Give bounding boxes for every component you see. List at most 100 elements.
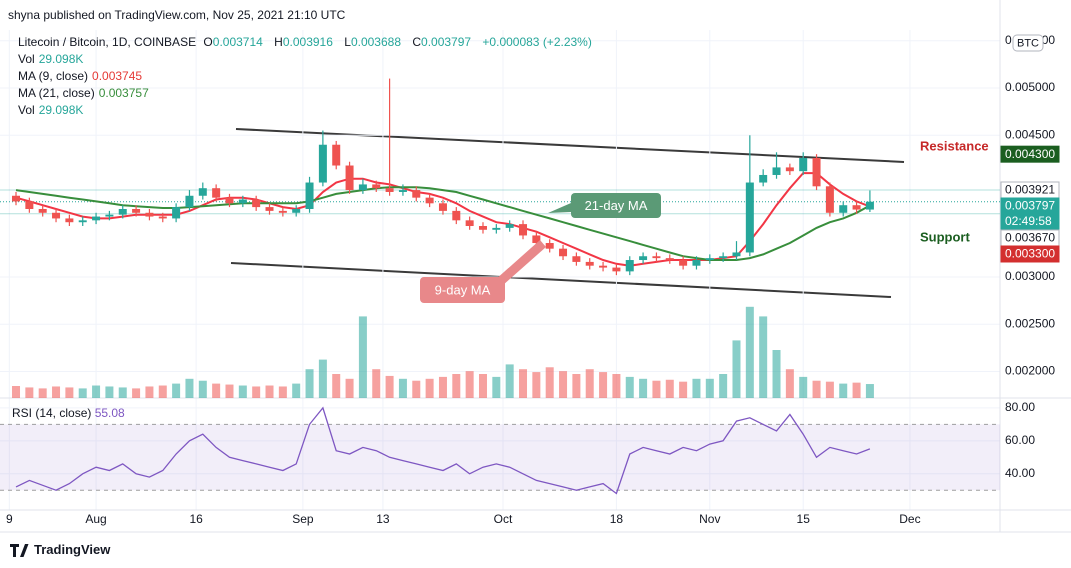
ma-value: 0.003745 xyxy=(92,69,143,83)
candle-body xyxy=(198,188,207,196)
candle-body xyxy=(185,195,194,208)
x-tick-label: 15 xyxy=(797,512,811,526)
change: +0.000083 (+2.23%) xyxy=(482,35,592,49)
lower-channel-line xyxy=(230,262,892,298)
volume-bar xyxy=(665,379,674,398)
volume-bar xyxy=(118,387,127,398)
ohlc-value: 0.003714 xyxy=(212,35,263,49)
volume-bar xyxy=(412,380,421,398)
volume-bar xyxy=(12,386,21,398)
volume-bar xyxy=(759,316,768,398)
legend-row: Vol 29.098K xyxy=(18,51,596,68)
volume-bar xyxy=(772,350,781,398)
candle-body xyxy=(438,203,447,211)
volume-bar xyxy=(852,382,861,398)
price-label: 0.004300 xyxy=(1005,147,1055,161)
candle-body xyxy=(172,207,181,219)
volume-bar xyxy=(425,378,434,398)
candle-body xyxy=(25,201,34,209)
candle-body xyxy=(278,210,287,213)
volume-bar xyxy=(585,369,594,398)
publisher-header: shyna published on TradingView.com, Nov … xyxy=(8,8,346,22)
candle-body xyxy=(65,218,74,223)
candle-body xyxy=(478,226,487,230)
volume-bar xyxy=(398,378,407,398)
volume-bar xyxy=(372,369,381,398)
candle-body xyxy=(825,186,834,213)
volume-bar xyxy=(612,374,621,398)
vol-value: 29.098K xyxy=(38,52,84,66)
candle-body xyxy=(799,157,808,172)
volume-bar xyxy=(519,369,528,398)
volume-bar xyxy=(705,378,714,398)
volume-bar xyxy=(238,385,247,398)
candle-body xyxy=(665,258,674,261)
legend-row: MA (21, close) 0.003757 xyxy=(18,85,596,102)
legend: Litecoin / Bitcoin, 1D, COINBASE O0.0037… xyxy=(18,34,596,119)
candle-body xyxy=(865,201,874,210)
volume-bar xyxy=(599,372,608,398)
candle-body xyxy=(52,212,61,219)
callout-pointer xyxy=(548,203,571,213)
ma-name: MA (9, close) xyxy=(18,69,89,83)
price-label: 0.003797 xyxy=(1005,199,1055,213)
price-label: 0.003670 xyxy=(1005,231,1055,245)
legend-row: MA (9, close) 0.003745 xyxy=(18,68,596,85)
volume-bar xyxy=(639,378,648,398)
price-label: 0.003300 xyxy=(1005,247,1055,261)
volume-bar xyxy=(492,376,501,398)
volume-bar xyxy=(78,388,87,398)
ohlc-value: 0.003688 xyxy=(350,35,401,49)
candle-body xyxy=(585,261,594,266)
candle-body xyxy=(385,188,394,192)
volume-bar xyxy=(572,374,581,398)
volume-bar xyxy=(92,385,101,398)
logo xyxy=(10,544,29,557)
candle-body xyxy=(852,205,861,210)
ohlc-key: C xyxy=(412,35,422,49)
rsi-band xyxy=(0,424,1000,491)
volume-bar xyxy=(198,380,207,398)
candle-body xyxy=(265,207,274,211)
y-tick-label: 40.00 xyxy=(1005,466,1035,480)
y-tick-label: 60.00 xyxy=(1005,433,1035,447)
moving-average xyxy=(15,172,871,267)
volume-bar xyxy=(559,371,568,398)
candle-body xyxy=(559,248,568,257)
x-tick-label: 18 xyxy=(610,512,624,526)
candle-body xyxy=(425,197,434,204)
x-tick-label: Aug xyxy=(85,512,106,526)
candle-body xyxy=(332,144,341,166)
candle-body xyxy=(759,174,768,183)
volume-bar xyxy=(652,380,661,398)
candle-body xyxy=(719,256,728,259)
candle-body xyxy=(398,190,407,192)
candle-body xyxy=(745,182,754,253)
volume-bar xyxy=(732,340,741,398)
volume-bar xyxy=(679,381,688,398)
volume-bar xyxy=(25,387,34,398)
volume-bar xyxy=(505,364,514,398)
ohlc-key: O xyxy=(203,35,213,49)
x-tick-label: Sep xyxy=(292,512,314,526)
volume-bar xyxy=(225,384,234,398)
currency-badge xyxy=(1012,34,1044,52)
moving-average xyxy=(15,186,871,261)
currency: BTC xyxy=(1017,37,1039,49)
y-tick-label: 0.002000 xyxy=(1005,364,1055,378)
callout-box xyxy=(571,193,661,218)
ohlc: O0.003714 xyxy=(203,35,266,49)
level-text: Support xyxy=(920,229,970,244)
volume-bar xyxy=(52,386,61,398)
ohlc: L0.003688 xyxy=(344,35,405,49)
price-label-bg xyxy=(1000,197,1060,231)
y-tick-label: 0.005000 xyxy=(1005,80,1055,94)
x-tick-label: Nov xyxy=(699,512,720,526)
volume-bar xyxy=(318,359,327,398)
callout-text: 9-day MA xyxy=(435,282,491,297)
candle-body xyxy=(292,208,301,213)
candle-body xyxy=(12,195,21,202)
x-tick-label: 16 xyxy=(189,512,203,526)
symbol: Litecoin / Bitcoin, 1D, COINBASE xyxy=(18,35,197,49)
